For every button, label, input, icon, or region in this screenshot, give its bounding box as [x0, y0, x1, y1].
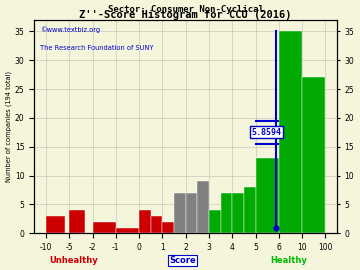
Bar	[186, 193, 197, 233]
Bar	[221, 193, 232, 233]
Text: 5.8594: 5.8594	[252, 128, 282, 137]
Bar	[162, 222, 174, 233]
Bar	[279, 31, 302, 233]
Bar	[302, 77, 325, 233]
Text: Sector: Consumer Non-Cyclical: Sector: Consumer Non-Cyclical	[108, 5, 264, 14]
Bar	[46, 216, 64, 233]
Bar	[244, 187, 256, 233]
Text: The Research Foundation of SUNY: The Research Foundation of SUNY	[40, 45, 154, 51]
Text: Score: Score	[169, 256, 196, 265]
Text: Healthy: Healthy	[270, 256, 307, 265]
Bar	[209, 210, 221, 233]
Bar	[151, 216, 162, 233]
Bar	[69, 210, 85, 233]
Bar	[256, 158, 279, 233]
Text: ©www.textbiz.org: ©www.textbiz.org	[40, 26, 100, 33]
Bar	[197, 181, 209, 233]
Bar	[93, 222, 116, 233]
Text: Unhealthy: Unhealthy	[49, 256, 98, 265]
Title: Z''-Score Histogram for CCU (2016): Z''-Score Histogram for CCU (2016)	[80, 10, 292, 20]
Bar	[232, 193, 244, 233]
Bar	[116, 228, 139, 233]
Bar	[139, 210, 151, 233]
Bar	[174, 193, 186, 233]
Y-axis label: Number of companies (194 total): Number of companies (194 total)	[5, 71, 12, 182]
